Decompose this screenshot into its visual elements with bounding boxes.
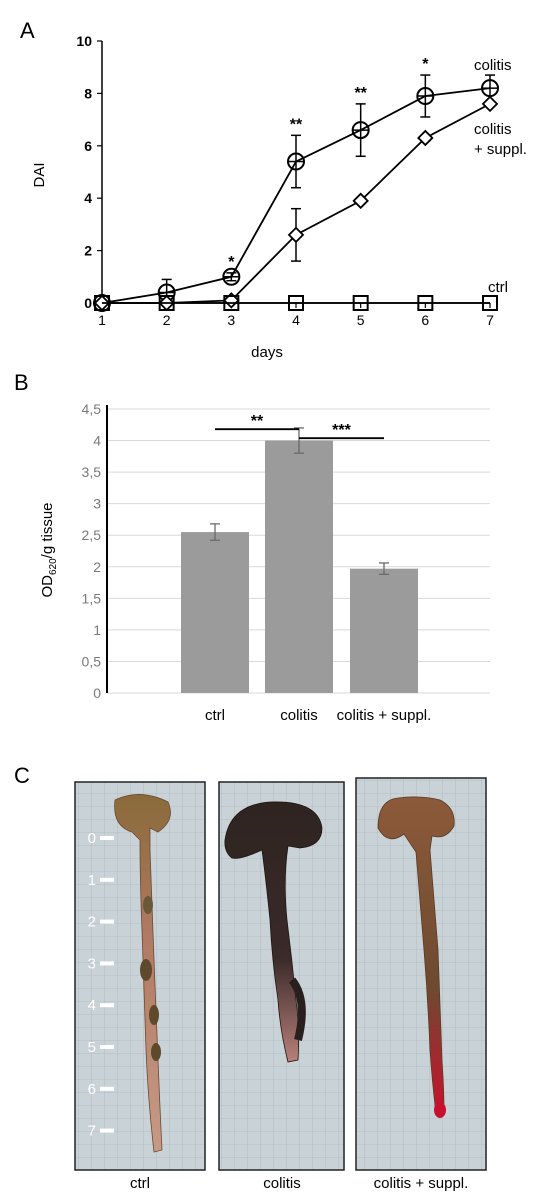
bar-0	[181, 532, 249, 693]
y-tick-label: 8	[84, 85, 92, 101]
ruler-tick	[100, 961, 114, 966]
y-axis-title-od-rest: /g tissue	[39, 502, 56, 558]
y-axis-title-od-subscript: 620	[48, 558, 59, 575]
data-point-diamond	[352, 192, 369, 210]
y-axis-title-od-main: OD	[39, 575, 56, 598]
x-category-label: colitis	[280, 707, 318, 724]
y-tick-label: 4	[84, 190, 92, 206]
series-label-colitis: colitis	[474, 57, 512, 74]
data-point-square	[417, 295, 434, 311]
ruler-tick	[100, 836, 114, 840]
blood-spot	[434, 1102, 446, 1118]
data-point-square	[223, 295, 240, 311]
ruler-label: 1	[88, 872, 96, 889]
y-tick-label: 1,5	[82, 590, 102, 606]
ruler-label: 5	[88, 1039, 96, 1056]
panel-letter-a: A	[20, 18, 35, 43]
x-category-label: ctrl	[205, 707, 225, 724]
y-tick-label: 2,5	[82, 527, 102, 543]
x-tick-label: 3	[227, 312, 235, 328]
x-tick-label: 5	[357, 312, 365, 328]
significance-annotation: *	[422, 56, 429, 73]
photo-colitis-suppl	[355, 777, 487, 1171]
colon-colitis-dark-segment	[288, 977, 306, 1041]
ruler-label: 2	[88, 914, 96, 931]
ruler-tick	[100, 1045, 114, 1049]
series-label-colitis-suppl: + suppl.	[474, 141, 527, 158]
y-tick-label: 3,5	[82, 464, 102, 480]
y-tick-label: 10	[76, 33, 92, 49]
y-tick-label: 1	[93, 622, 101, 638]
fecal-pellet	[151, 1043, 161, 1061]
x-axis-title-days: days	[251, 344, 283, 361]
x-tick-label: 7	[486, 312, 494, 328]
series-label-colitis-suppl: colitis	[474, 121, 512, 138]
ruler-label: 4	[88, 997, 96, 1014]
bar-1	[265, 440, 333, 693]
significance-annotation: **	[251, 413, 264, 430]
photo-caption-ctrl: ctrl	[130, 1175, 150, 1192]
ruler-label: 6	[88, 1081, 96, 1098]
ruler-tick	[100, 1086, 114, 1091]
data-point-square	[288, 295, 304, 311]
y-tick-label: 0	[84, 295, 92, 311]
ruler-tick	[100, 919, 114, 924]
fecal-pellet	[140, 959, 152, 981]
y-tick-label: 4,5	[82, 401, 102, 417]
panel-letter-b: B	[14, 370, 29, 395]
ruler-tick	[100, 877, 114, 882]
bar-2	[350, 568, 418, 693]
x-tick-label: 2	[163, 312, 171, 328]
ruler-tick	[100, 1003, 114, 1008]
x-tick-label: 6	[421, 312, 429, 328]
significance-annotation: *	[228, 254, 235, 271]
fecal-pellet	[149, 1005, 159, 1025]
photo-ctrl: 0 1 2 3 4 5 6 7	[74, 781, 206, 1171]
fecal-pellet	[143, 896, 153, 914]
ruler-label: 7	[88, 1123, 96, 1140]
series-label-ctrl: ctrl	[488, 279, 508, 296]
x-tick-label: 1	[98, 312, 106, 328]
photo-caption-colitis-suppl: colitis + suppl.	[374, 1175, 469, 1192]
ruler-label: 0	[88, 830, 96, 847]
colon-colitis-suppl	[377, 796, 455, 1115]
data-point-diamond	[417, 129, 434, 147]
y-tick-label: 0	[93, 685, 101, 701]
panel-letter-c: C	[14, 763, 30, 788]
significance-annotation: **	[290, 116, 303, 133]
photo-colitis	[218, 781, 345, 1171]
significance-annotation: **	[354, 85, 367, 102]
data-point-square	[482, 295, 498, 311]
x-tick-label: 4	[292, 312, 300, 328]
significance-annotation: ***	[332, 422, 351, 439]
y-axis-title-dai: DAI	[31, 162, 48, 187]
photo-caption-colitis: colitis	[263, 1175, 301, 1192]
series-line-1	[102, 103, 491, 304]
data-point-square	[158, 295, 175, 311]
data-point-square	[94, 295, 110, 311]
x-category-label: colitis + suppl.	[337, 707, 432, 724]
ruler-label: 3	[88, 955, 96, 972]
y-tick-label: 3	[93, 496, 101, 512]
y-tick-label: 4	[93, 433, 101, 449]
bar-chart-od: 0 0,5 1 1,5 2 2,5 3 3,5 4 4,5 ctrl colitis colitis +…	[82, 401, 490, 724]
y-tick-label: 0,5	[82, 653, 102, 669]
y-tick-label: 2	[84, 243, 92, 259]
ruler-tick	[100, 1128, 114, 1133]
data-point-diamond	[287, 226, 305, 244]
data-point-diamond	[481, 95, 499, 113]
data-point-square	[352, 295, 369, 311]
y-tick-label: 6	[84, 138, 92, 154]
colon-ctrl	[114, 794, 171, 1153]
ruler-scale: 0 1 2 3 4 5 6 7	[88, 830, 114, 1140]
y-axis-title-od: OD620/g tissue	[39, 502, 59, 597]
y-tick-label: 2	[93, 559, 101, 575]
